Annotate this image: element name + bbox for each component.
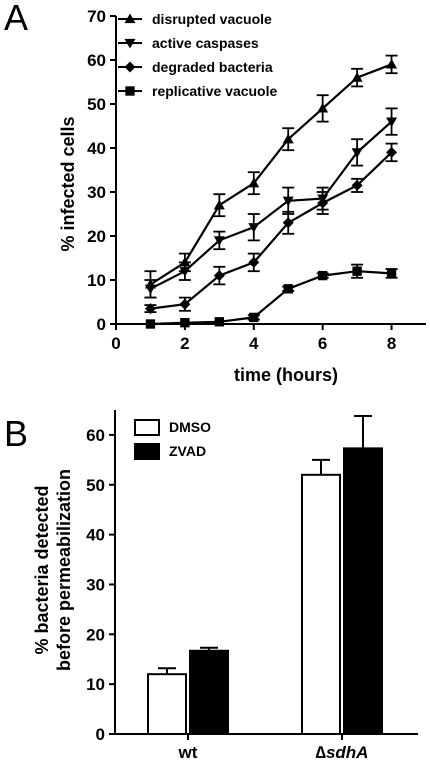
data-point (249, 312, 259, 323)
y-tick-label: 70 (87, 7, 106, 26)
series-line (149, 120, 393, 290)
legend-marker (125, 86, 135, 96)
y-axis-title-line: before permeabilization (54, 469, 74, 671)
legend-label: active caspases (152, 35, 259, 51)
y-tick-label: 10 (87, 271, 106, 290)
x-tick-label: 6 (318, 334, 327, 353)
x-tick-label: 2 (180, 334, 189, 353)
legend-marker (124, 38, 136, 49)
legend-label: ZVAD (169, 443, 206, 459)
data-point (283, 284, 293, 294)
x-tick-label: 0 (111, 334, 120, 353)
y-tick-label: 30 (87, 183, 106, 202)
series-line (150, 270, 392, 326)
category-name: sdhA (326, 743, 369, 762)
data-point (145, 319, 156, 329)
bar-dmso (147, 673, 187, 736)
y-tick-label: 50 (86, 476, 105, 495)
y-tick-label: 60 (87, 51, 106, 70)
bar-zvad (189, 649, 229, 735)
legend-swatch (134, 419, 160, 436)
data-point (282, 133, 294, 144)
data-point (248, 177, 260, 188)
y-axis-title: % infected cells (58, 116, 78, 251)
y-tick-label: 10 (86, 675, 105, 694)
data-point (351, 72, 363, 82)
data-point (386, 58, 398, 69)
bar-dmso (301, 473, 341, 735)
data-point (180, 318, 190, 328)
series-replicative-vacuole (145, 263, 398, 329)
legend-label: replicative vacuole (152, 83, 278, 99)
y-tick-label: 20 (86, 625, 105, 644)
legend-entry: disrupted vacuole (118, 11, 272, 27)
data-point (282, 196, 294, 207)
data-point (144, 284, 156, 295)
category-label: wt (178, 743, 198, 762)
data-point (351, 179, 363, 191)
legend-marker (124, 61, 136, 73)
series-line (150, 151, 393, 310)
data-point (144, 303, 156, 315)
y-tick-label: 50 (87, 95, 106, 114)
legend-marker (124, 13, 136, 24)
y-tick-label: 20 (87, 227, 106, 246)
data-point (248, 223, 260, 233)
legend-label: degraded bacteria (152, 59, 273, 75)
data-point (248, 256, 260, 268)
bar-zvad (343, 447, 383, 735)
y-tick-label: 0 (96, 725, 105, 744)
x-tick-label: 8 (387, 334, 396, 353)
data-point (214, 317, 225, 327)
line-chart-panel-a: 0 10 20 30 40 50 60 70 0 2 4 6 8 time (hours) % infect… (58, 7, 426, 385)
data-point (213, 236, 225, 246)
category-label: ∆sdhA (316, 743, 369, 762)
y-axis-title-line: % bacteria detected (32, 485, 52, 654)
category-prefix: ∆ (316, 743, 327, 762)
legend-entry: degraded bacteria (118, 59, 273, 75)
data-point (386, 268, 397, 279)
data-point (317, 270, 328, 281)
y-axis-title: % bacteria detected before permeabilizati… (32, 469, 74, 671)
data-point (317, 102, 329, 113)
legend-entry: active caspases (118, 35, 259, 51)
series-degraded-bacteria (144, 142, 398, 315)
data-point (386, 117, 398, 128)
category-name: wt (178, 743, 198, 762)
legend-swatch (134, 443, 160, 460)
data-point (213, 270, 225, 282)
y-tick-label: 40 (87, 139, 106, 158)
legend-label: DMSO (169, 419, 211, 435)
y-tick-label: 60 (86, 426, 105, 445)
legend-entry: ZVAD (134, 443, 206, 460)
data-point (179, 267, 191, 277)
data-point (351, 148, 363, 158)
series-disrupted-vacuole (144, 54, 398, 299)
series-active-caspases (144, 107, 398, 299)
y-tick-label: 40 (86, 526, 105, 545)
legend-entry: DMSO (134, 419, 211, 436)
data-point (213, 199, 225, 210)
data-point (352, 266, 362, 276)
data-point (282, 217, 294, 229)
y-tick-label: 0 (97, 315, 106, 334)
x-axis-title: time (hours) (234, 365, 338, 385)
x-tick-label: 4 (249, 334, 259, 353)
panel-label-b: B (4, 413, 28, 454)
y-tick-label: 30 (86, 575, 105, 594)
panel-label-a: A (4, 0, 28, 38)
legend-entry: replicative vacuole (118, 83, 278, 99)
data-point (179, 298, 191, 310)
legend-label: disrupted vacuole (152, 11, 272, 27)
data-point (317, 197, 329, 209)
data-point (386, 146, 398, 158)
bar-chart-panel-b: 0 10 20 30 40 50 60 % bacteria detected before p… (32, 410, 418, 762)
